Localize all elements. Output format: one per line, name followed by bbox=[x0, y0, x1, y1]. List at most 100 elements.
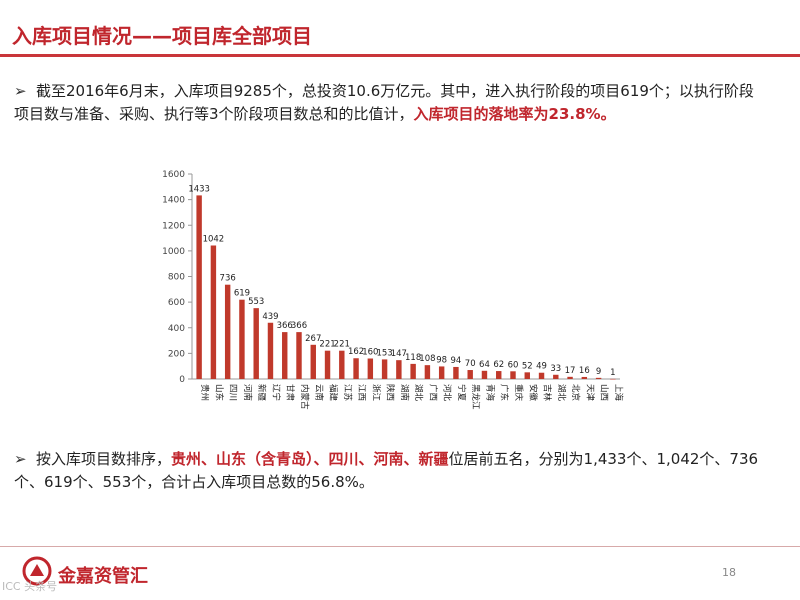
y-tick-label: 1000 bbox=[162, 247, 185, 257]
bar bbox=[595, 377, 602, 379]
bar bbox=[310, 344, 316, 379]
bar bbox=[396, 360, 402, 379]
bar bbox=[381, 359, 388, 379]
bar bbox=[481, 370, 488, 379]
x-category-label: 河南 bbox=[242, 384, 253, 401]
x-category-label: 北京 bbox=[570, 384, 581, 401]
x-axis-labels: 贵州 山东 四川 河南 新疆 辽宁 甘肃 内蒙古 云南 福建 江苏 江西 浙江 陕西 湖南 湖北 广西 河北 宁夏黑… bbox=[199, 384, 624, 410]
bullet1-text: 截至2016年6月末，入库项目9285个，总投资10.6万亿元。其中，进入执行阶… bbox=[14, 82, 754, 123]
bar bbox=[424, 365, 431, 379]
bar-value-label: 1042 bbox=[203, 234, 225, 244]
bar-value-label: 153 bbox=[376, 348, 392, 358]
bar bbox=[367, 358, 374, 379]
bar-value-label: 221 bbox=[334, 340, 350, 350]
bar-value-label: 52 bbox=[522, 361, 533, 371]
y-tick-label: 800 bbox=[168, 273, 185, 283]
value-labels: 1433104273661955343936636626722122116216… bbox=[188, 184, 615, 377]
bar-value-label: 553 bbox=[248, 297, 264, 307]
bar bbox=[524, 372, 530, 379]
x-category-label: 内蒙古 bbox=[299, 384, 310, 410]
bar-value-label: 98 bbox=[436, 355, 447, 365]
bar bbox=[210, 245, 217, 379]
brand-logo-icon bbox=[22, 556, 52, 586]
x-category-label: 河北 bbox=[442, 384, 453, 402]
province-project-bar-chart: 0 200 400 600 800 1000 1200 1400 1600 1433 1042 73… bbox=[162, 170, 624, 410]
bar-value-label: 118 bbox=[405, 353, 421, 363]
x-category-label: 辽宁 bbox=[270, 384, 281, 401]
x-category-label: 山东 bbox=[213, 384, 224, 401]
bullet-landing-rate: ➢ 截至2016年6月末，入库项目9285个，总投资10.6万亿元。其中，进入执行… bbox=[14, 80, 764, 126]
bar bbox=[581, 376, 588, 379]
bar-value-label: 1433 bbox=[188, 184, 210, 194]
bar-value-label: 108 bbox=[419, 354, 435, 364]
bar bbox=[253, 308, 259, 379]
y-tick-label: 400 bbox=[168, 324, 185, 334]
bar-value-label: 64 bbox=[479, 360, 490, 370]
page-number: 18 bbox=[722, 566, 736, 579]
x-category-label: 广东 bbox=[499, 384, 510, 401]
bullet2-prefix: 按入库项目数排序， bbox=[36, 450, 172, 468]
y-tick-label: 0 bbox=[179, 375, 185, 385]
bar-value-label: 366 bbox=[291, 321, 307, 331]
bar bbox=[339, 350, 345, 379]
bar-value-label: 1 bbox=[610, 368, 615, 378]
bars-group bbox=[196, 195, 616, 380]
bar-value-label: 267 bbox=[305, 334, 321, 344]
bar-value-label: 160 bbox=[362, 348, 378, 358]
brand-name: 金嘉资管汇 bbox=[58, 566, 148, 587]
bullet-arrow-icon: ➢ bbox=[14, 82, 27, 100]
x-category-label: 浙江 bbox=[370, 384, 381, 402]
bar-value-label: 221 bbox=[319, 340, 335, 350]
bar-value-label: 736 bbox=[220, 274, 236, 284]
bar bbox=[239, 299, 245, 379]
watermark-text: ICC 头条号 bbox=[2, 580, 58, 593]
x-category-label: 湖北 bbox=[556, 384, 566, 402]
bar bbox=[224, 284, 231, 379]
bar bbox=[538, 372, 545, 379]
bullet-arrow-icon: ➢ bbox=[14, 450, 27, 468]
bar bbox=[510, 371, 516, 379]
x-category-label: 湖南 bbox=[399, 384, 410, 401]
bar-value-label: 49 bbox=[536, 362, 547, 372]
bar bbox=[296, 332, 302, 379]
x-category-label: 山西 bbox=[599, 384, 610, 401]
bar bbox=[567, 376, 573, 379]
x-category-label: 黑龙江 bbox=[470, 384, 481, 410]
bar bbox=[410, 363, 416, 379]
bar bbox=[453, 366, 459, 379]
title-divider bbox=[0, 54, 800, 57]
x-category-label: 四川 bbox=[228, 384, 238, 401]
bar bbox=[324, 350, 331, 379]
x-category-label: 广西 bbox=[427, 384, 438, 401]
bar-value-label: 16 bbox=[579, 366, 590, 376]
bar bbox=[282, 332, 288, 379]
x-category-label: 贵州 bbox=[199, 384, 210, 401]
x-category-label: 江西 bbox=[356, 384, 366, 401]
bar-value-label: 9 bbox=[596, 367, 601, 377]
bullet2-highlight: 贵州、山东（含青岛）、四川、河南、新疆 bbox=[171, 450, 449, 468]
y-tick-label: 1400 bbox=[162, 196, 185, 206]
x-category-label: 吉林 bbox=[542, 384, 553, 402]
y-tick-label: 1600 bbox=[162, 170, 185, 180]
x-category-label: 陕西 bbox=[385, 384, 396, 401]
x-category-label: 云南 bbox=[313, 384, 324, 401]
x-category-label: 重庆 bbox=[513, 384, 524, 402]
bullet1-highlight: 入库项目的落地率为23.8%。 bbox=[413, 105, 616, 123]
bar-value-label: 70 bbox=[465, 359, 476, 369]
bullet-top-five: ➢ 按入库项目数排序，贵州、山东（含青岛）、四川、河南、新疆位居前五名，分别为1,… bbox=[14, 448, 774, 494]
x-category-label: 天津 bbox=[584, 384, 595, 402]
y-tick-label: 600 bbox=[168, 298, 185, 308]
bar-value-label: 60 bbox=[508, 360, 519, 370]
bar bbox=[353, 358, 359, 379]
slide-title: 入库项目情况——项目库全部项目 bbox=[12, 24, 312, 48]
bar-value-label: 162 bbox=[348, 347, 364, 357]
footer-divider bbox=[0, 546, 800, 547]
bar bbox=[553, 374, 559, 379]
x-category-label: 湖北 bbox=[413, 384, 423, 402]
x-category-label: 上海 bbox=[613, 384, 624, 402]
x-category-label: 新疆 bbox=[256, 384, 267, 402]
bar bbox=[610, 378, 616, 380]
bar-value-label: 366 bbox=[277, 321, 293, 331]
bar-value-label: 17 bbox=[565, 366, 576, 376]
bar bbox=[496, 371, 502, 379]
